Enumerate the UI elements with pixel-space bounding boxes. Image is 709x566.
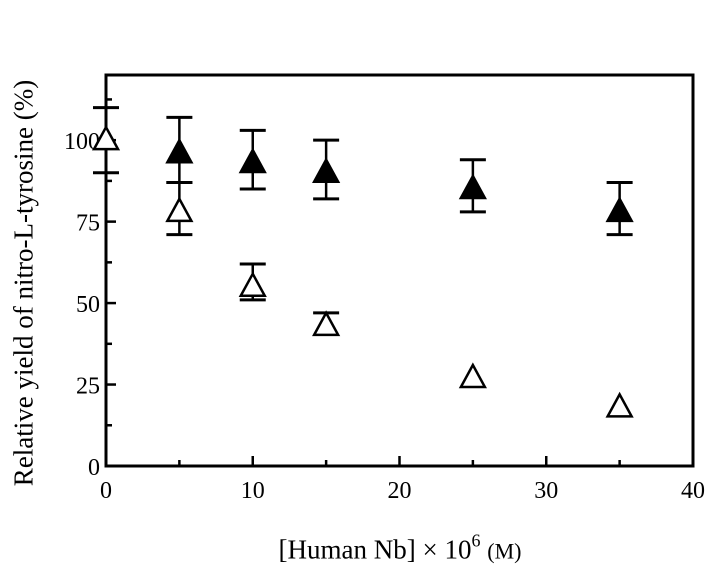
- filled-triangle-marker: [605, 196, 634, 223]
- y-tick-label: 100: [64, 129, 100, 155]
- filled-triangle-marker: [312, 157, 341, 183]
- open-triangle-marker: [238, 271, 267, 298]
- open-triangle-marker: [91, 124, 121, 151]
- x-tick-label: 0: [100, 478, 112, 504]
- error-bars: [93, 106, 633, 326]
- filled-triangle-marker: [458, 173, 487, 200]
- x-tick-label: 10: [241, 478, 265, 504]
- data-markers: [91, 124, 634, 418]
- x-axis-label-exponent: 6: [471, 530, 481, 551]
- x-axis-label: [Human Nb] × 106 (M): [279, 531, 522, 566]
- open-triangle-marker: [165, 196, 194, 223]
- plot-frame: [104, 73, 695, 468]
- y-tick-label: 25: [76, 374, 100, 400]
- y-tick-label: 75: [76, 211, 100, 237]
- filled-triangle-marker: [238, 147, 267, 174]
- x-tick-label: 40: [681, 478, 705, 504]
- x-axis-label-unit: (M): [487, 538, 522, 564]
- x-tick-label: 30: [534, 478, 558, 504]
- plot-border: [104, 73, 695, 468]
- y-axis-label: Relative yield of nitro-L-tyrosine (%): [8, 79, 39, 487]
- y-tick-label: 50: [76, 292, 100, 318]
- x-axis-label-main: [Human Nb] × 10: [278, 534, 472, 565]
- open-triangle-marker: [312, 310, 341, 337]
- y-tick-label: 0: [88, 455, 100, 481]
- open-triangle-marker: [605, 391, 634, 418]
- axis-ticks: [104, 98, 695, 468]
- x-tick-label: 20: [388, 478, 412, 504]
- tick-labels: 0 10 20 30 40 0 25 50 75 100: [64, 129, 705, 504]
- filled-triangle-marker: [165, 137, 194, 164]
- open-triangle-marker: [458, 362, 487, 389]
